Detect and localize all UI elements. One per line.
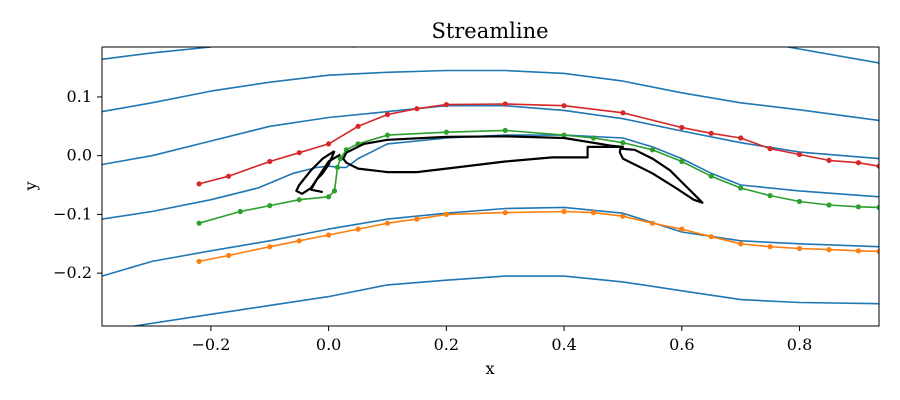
body-outline-13 — [309, 153, 341, 194]
series-10-marker-4 — [326, 232, 332, 238]
y-tick-label-1: −0.1 — [53, 204, 92, 223]
series-8-marker-1 — [226, 173, 232, 179]
series-9-marker-16 — [649, 147, 656, 153]
x-tick-label-4: 0.6 — [669, 335, 694, 354]
x-tick-label-5: 0.8 — [787, 335, 812, 354]
series-8-marker-7 — [414, 106, 420, 112]
series-10-marker-8 — [443, 211, 449, 217]
series-10-marker-13 — [649, 220, 656, 226]
series-8-marker-3 — [296, 150, 302, 156]
chart-title: Streamline — [431, 19, 548, 43]
streamline-series-4 — [102, 104, 879, 166]
series-10-marker-11 — [590, 210, 597, 216]
series-10-marker-15 — [708, 234, 714, 240]
series-8-marker-11 — [620, 110, 626, 116]
series-8-marker-4 — [326, 141, 332, 147]
series-8-marker-8 — [443, 102, 449, 108]
series-9-marker-15 — [620, 140, 626, 146]
streamline-series-8 — [198, 103, 879, 185]
y-tick-label-2: 0.0 — [67, 146, 92, 165]
series-10-marker-2 — [267, 244, 273, 250]
x-tick-label-0: −0.2 — [191, 335, 230, 354]
series-9-marker-4 — [326, 194, 332, 200]
series-9-marker-0 — [196, 220, 202, 226]
series-9-marker-3 — [296, 197, 302, 203]
series-10-marker-19 — [826, 247, 832, 253]
series-9-marker-22 — [826, 202, 832, 208]
series-9-marker-14 — [590, 135, 597, 141]
series-8-marker-13 — [708, 130, 714, 136]
series-10-marker-21 — [876, 248, 879, 254]
series-10-marker-0 — [196, 258, 202, 264]
series-10-marker-9 — [502, 210, 508, 216]
series-10-marker-5 — [355, 226, 361, 232]
streamline-series-3 — [102, 69, 879, 122]
series-9-marker-20 — [767, 193, 773, 199]
series-9-marker-21 — [796, 198, 803, 205]
y-tick-label-0: −0.2 — [53, 263, 92, 282]
body-outline-11 — [342, 135, 624, 174]
streamline-series-9 — [198, 129, 879, 224]
series-9-marker-24 — [876, 204, 879, 210]
series-9-marker-23 — [855, 204, 862, 210]
streamline-series-7 — [134, 275, 879, 326]
y-axis-label: y — [21, 181, 40, 191]
series-9-marker-2 — [267, 203, 273, 209]
series-10-marker-10 — [561, 208, 567, 215]
series-10-marker-20 — [855, 248, 862, 254]
streamline-series-5 — [102, 134, 879, 220]
streamline-series-10 — [198, 210, 879, 263]
series-9-marker-6 — [334, 164, 341, 170]
series-10-marker-18 — [796, 245, 803, 252]
series-8-marker-2 — [267, 158, 273, 165]
series-10-marker-12 — [620, 213, 626, 219]
plot-area — [102, 47, 879, 326]
series-8-marker-12 — [679, 124, 685, 131]
x-axis-label: x — [485, 359, 494, 378]
series-8-marker-15 — [767, 146, 773, 152]
series-8-marker-5 — [355, 123, 361, 129]
series-10-marker-16 — [738, 241, 744, 247]
series-8-marker-14 — [738, 135, 744, 141]
series-8-marker-9 — [502, 101, 508, 107]
series-10-marker-14 — [679, 226, 685, 232]
y-tick-label-3: 0.1 — [67, 87, 92, 106]
series-10-marker-6 — [384, 220, 391, 226]
series-9-marker-5 — [331, 188, 338, 194]
series-10-marker-3 — [296, 238, 302, 244]
series-8-marker-6 — [384, 111, 391, 118]
body-outline-12 — [295, 150, 336, 195]
series-10-marker-17 — [767, 244, 773, 250]
series-9-marker-12 — [502, 127, 508, 133]
x-tick-label-3: 0.4 — [551, 335, 576, 354]
series-9-marker-13 — [561, 132, 567, 138]
series-8-marker-10 — [561, 103, 567, 109]
streamline-series-6 — [102, 206, 879, 277]
series-10-marker-1 — [226, 252, 232, 259]
series-9-marker-19 — [738, 185, 744, 191]
plot-frame — [101, 46, 880, 327]
series-8-marker-17 — [826, 157, 832, 163]
x-tick-label-1: 0.0 — [316, 335, 341, 354]
y-axis: −0.2 −0.1 0.0 0.1 — [53, 87, 102, 282]
x-tick-label-2: 0.2 — [434, 335, 459, 354]
series-10-marker-7 — [414, 216, 420, 222]
series-8-marker-19 — [876, 163, 879, 169]
series-9-marker-17 — [679, 158, 685, 165]
streamline-series-2 — [787, 47, 879, 64]
series-9-marker-1 — [237, 208, 243, 215]
body-outline-14 — [618, 147, 704, 204]
series-8-marker-0 — [196, 181, 202, 187]
x-axis: −0.2 0.0 0.2 0.4 0.6 0.8 — [191, 326, 812, 354]
series-9-marker-11 — [443, 129, 449, 135]
series-8-marker-18 — [855, 160, 862, 166]
series-9-marker-7 — [337, 156, 343, 162]
series-8-marker-16 — [796, 151, 803, 158]
series-9-marker-10 — [384, 132, 391, 138]
series-9-marker-18 — [708, 173, 714, 179]
streamline-series-0 — [102, 47, 211, 61]
